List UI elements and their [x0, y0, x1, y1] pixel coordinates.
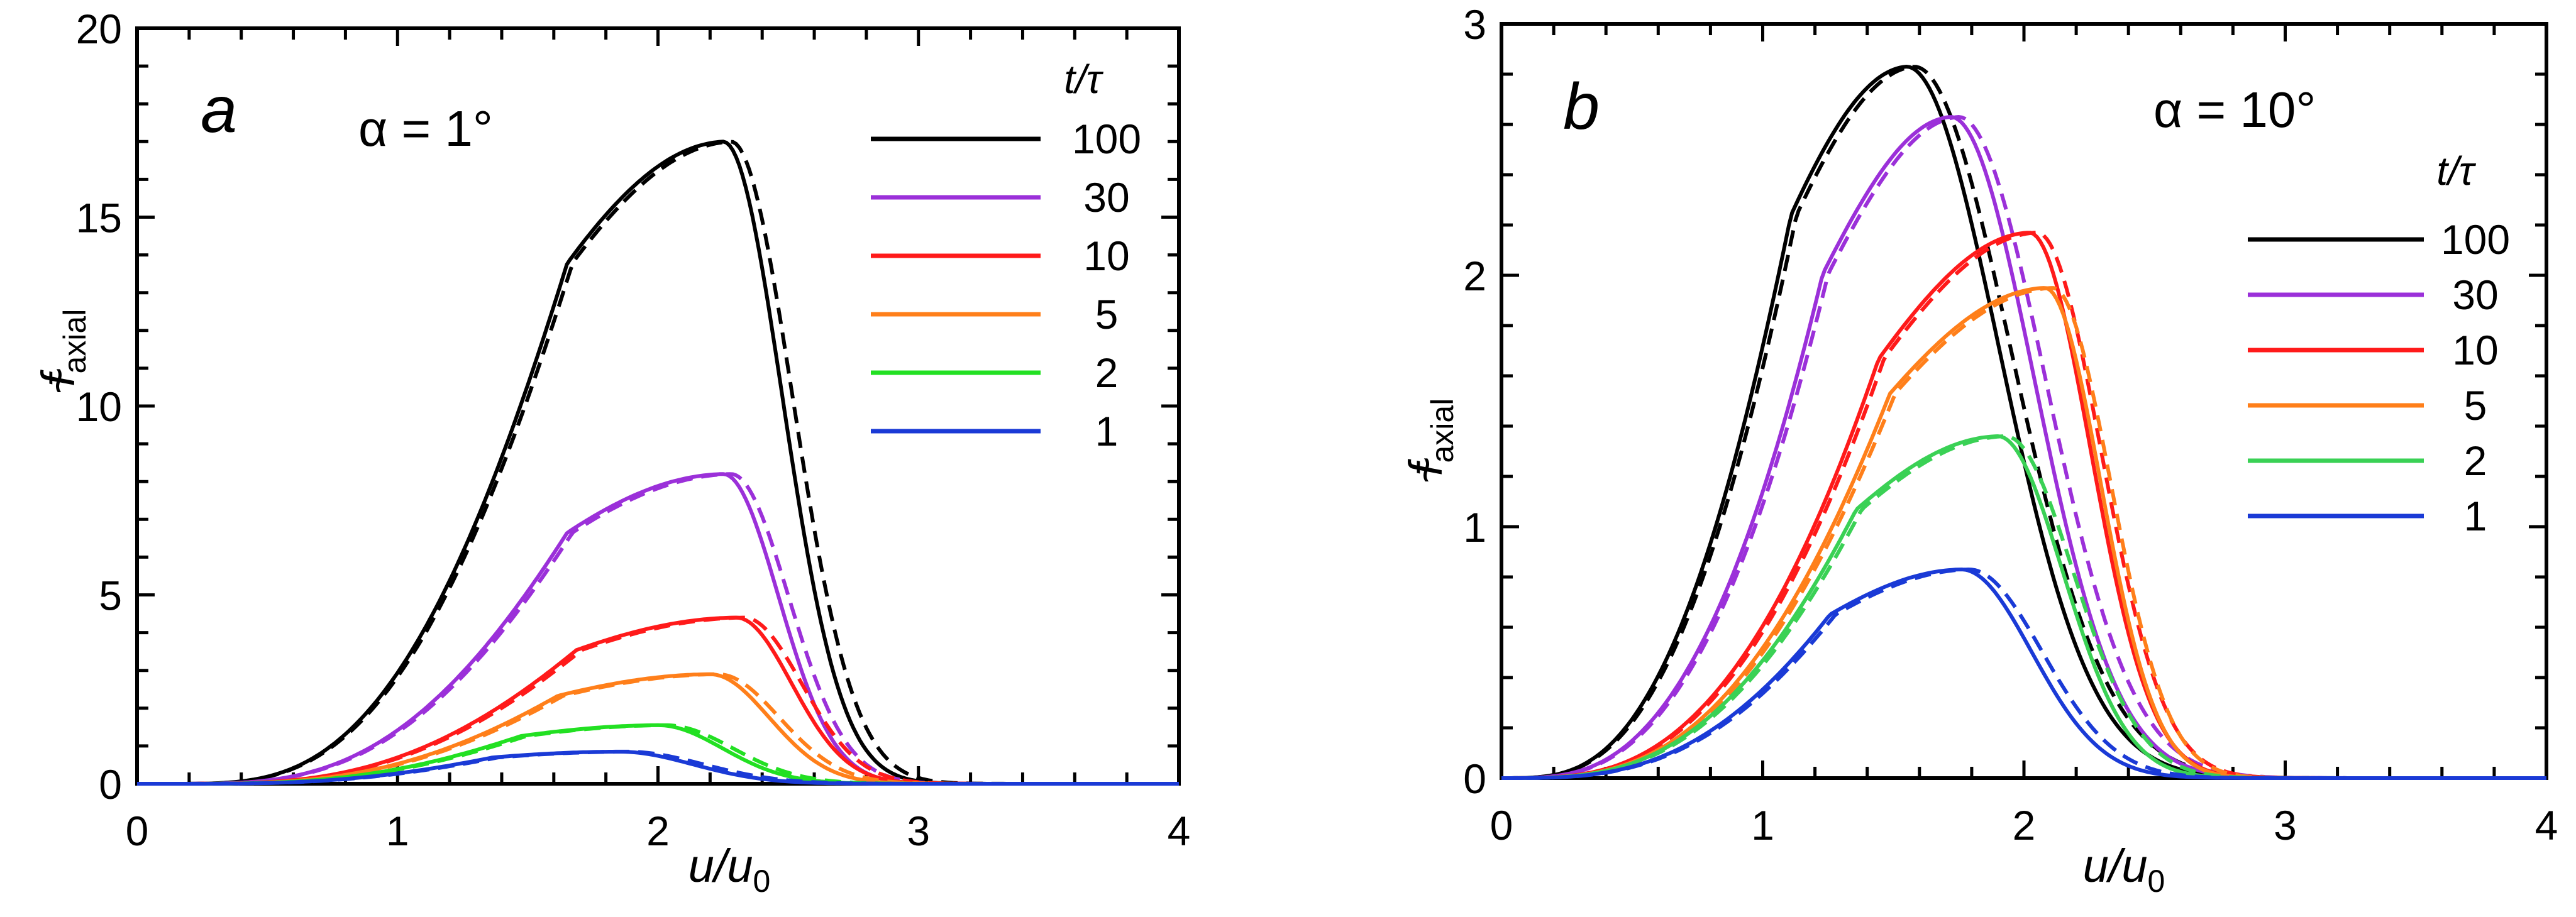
svg-text:~faxial: ~faxial — [1400, 398, 1460, 485]
x-axis-symbol-a: u/u — [688, 840, 753, 892]
y-axis-subscript-a: axial — [57, 309, 92, 374]
y-axis-label-b: ~faxial — [1400, 398, 1460, 485]
x-tick-label-a: 4 — [1168, 808, 1191, 854]
series-group-a — [137, 140, 1179, 786]
y-tick-label-b: 3 — [1463, 1, 1486, 48]
alpha-annotation-a: α = 1° — [358, 101, 493, 156]
x-axis-subscript-a: 0 — [753, 864, 771, 899]
legend-label-b-30: 30 — [2452, 272, 2498, 318]
y-tick-label-b: 1 — [1463, 504, 1486, 551]
series-dashed-a-30 — [137, 472, 1179, 786]
x-tick-label-b: 2 — [2013, 802, 2036, 848]
x-axis-subscript-b: 0 — [2148, 864, 2165, 899]
svg-text:~faxial: ~faxial — [32, 309, 92, 395]
legend-label-a-30: 30 — [1083, 174, 1129, 221]
legend-label-b-2: 2 — [2464, 437, 2487, 484]
x-tick-label-b: 4 — [2535, 802, 2558, 848]
legend-label-a-1: 1 — [1095, 408, 1119, 454]
panel-b: 0 1 2 3 4 0 1 2 3 t/τ 100 30 10 5 2 1 b α = 10° ~faxial u/u… — [1400, 1, 2558, 899]
x-axis-label-a: u/u0 — [688, 840, 771, 899]
y-tick-label-a: 0 — [99, 761, 122, 808]
x-tick-label-a: 1 — [386, 808, 409, 854]
y-tick-label-a: 10 — [76, 383, 122, 430]
legend-b: t/τ 100 30 10 5 2 1 — [2248, 148, 2510, 539]
legend-label-a-100: 100 — [1072, 116, 1141, 162]
legend-label-b-100: 100 — [2441, 216, 2510, 263]
x-tick-label-b: 3 — [2274, 802, 2297, 848]
panel-a: 0 1 2 3 4 0 5 10 15 20 t/τ 100 30 10 5 2 1 a α = 1° ~faxial… — [32, 6, 1190, 899]
panel-letter-a: a — [201, 74, 237, 146]
y-axis-subscript-b: axial — [1425, 398, 1460, 463]
x-axis-label-b: u/u0 — [2083, 840, 2165, 899]
y-tick-label-a: 5 — [99, 573, 122, 619]
x-tick-label-a: 0 — [126, 808, 149, 854]
x-tick-label-a: 2 — [646, 808, 670, 854]
y-tick-label-a: 15 — [76, 195, 122, 241]
legend-label-b-10: 10 — [2452, 327, 2498, 373]
legend-title-a: t/τ — [1064, 57, 1104, 102]
legend-title-b: t/τ — [2436, 148, 2477, 194]
y-axis-accent-b: ~ — [1400, 457, 1452, 484]
y-tick-label-a: 20 — [76, 6, 122, 52]
y-axis-accent-a: ~ — [32, 368, 84, 395]
x-tick-label-b: 0 — [1490, 802, 1513, 848]
y-tick-label-b: 2 — [1463, 253, 1486, 299]
x-tick-label-a: 3 — [907, 808, 930, 854]
legend-label-a-10: 10 — [1083, 233, 1129, 279]
y-axis-label-a: ~faxial — [32, 309, 92, 395]
alpha-annotation-b: α = 10° — [2153, 82, 2316, 138]
legend-a: t/τ 100 30 10 5 2 1 — [871, 57, 1141, 454]
panel-letter-b: b — [1563, 70, 1600, 143]
series-group-b — [1501, 64, 2546, 780]
legend-label-b-1: 1 — [2464, 493, 2487, 539]
y-tick-label-b: 0 — [1463, 755, 1486, 802]
series-line-b-1 — [1501, 567, 2546, 780]
series-line-a-1 — [137, 749, 1179, 786]
legend-label-a-5: 5 — [1095, 291, 1119, 338]
x-tick-label-b: 1 — [1751, 802, 1774, 848]
legend-label-a-2: 2 — [1095, 349, 1119, 396]
legend-label-b-5: 5 — [2464, 382, 2487, 429]
x-axis-symbol-b: u/u — [2083, 840, 2148, 892]
